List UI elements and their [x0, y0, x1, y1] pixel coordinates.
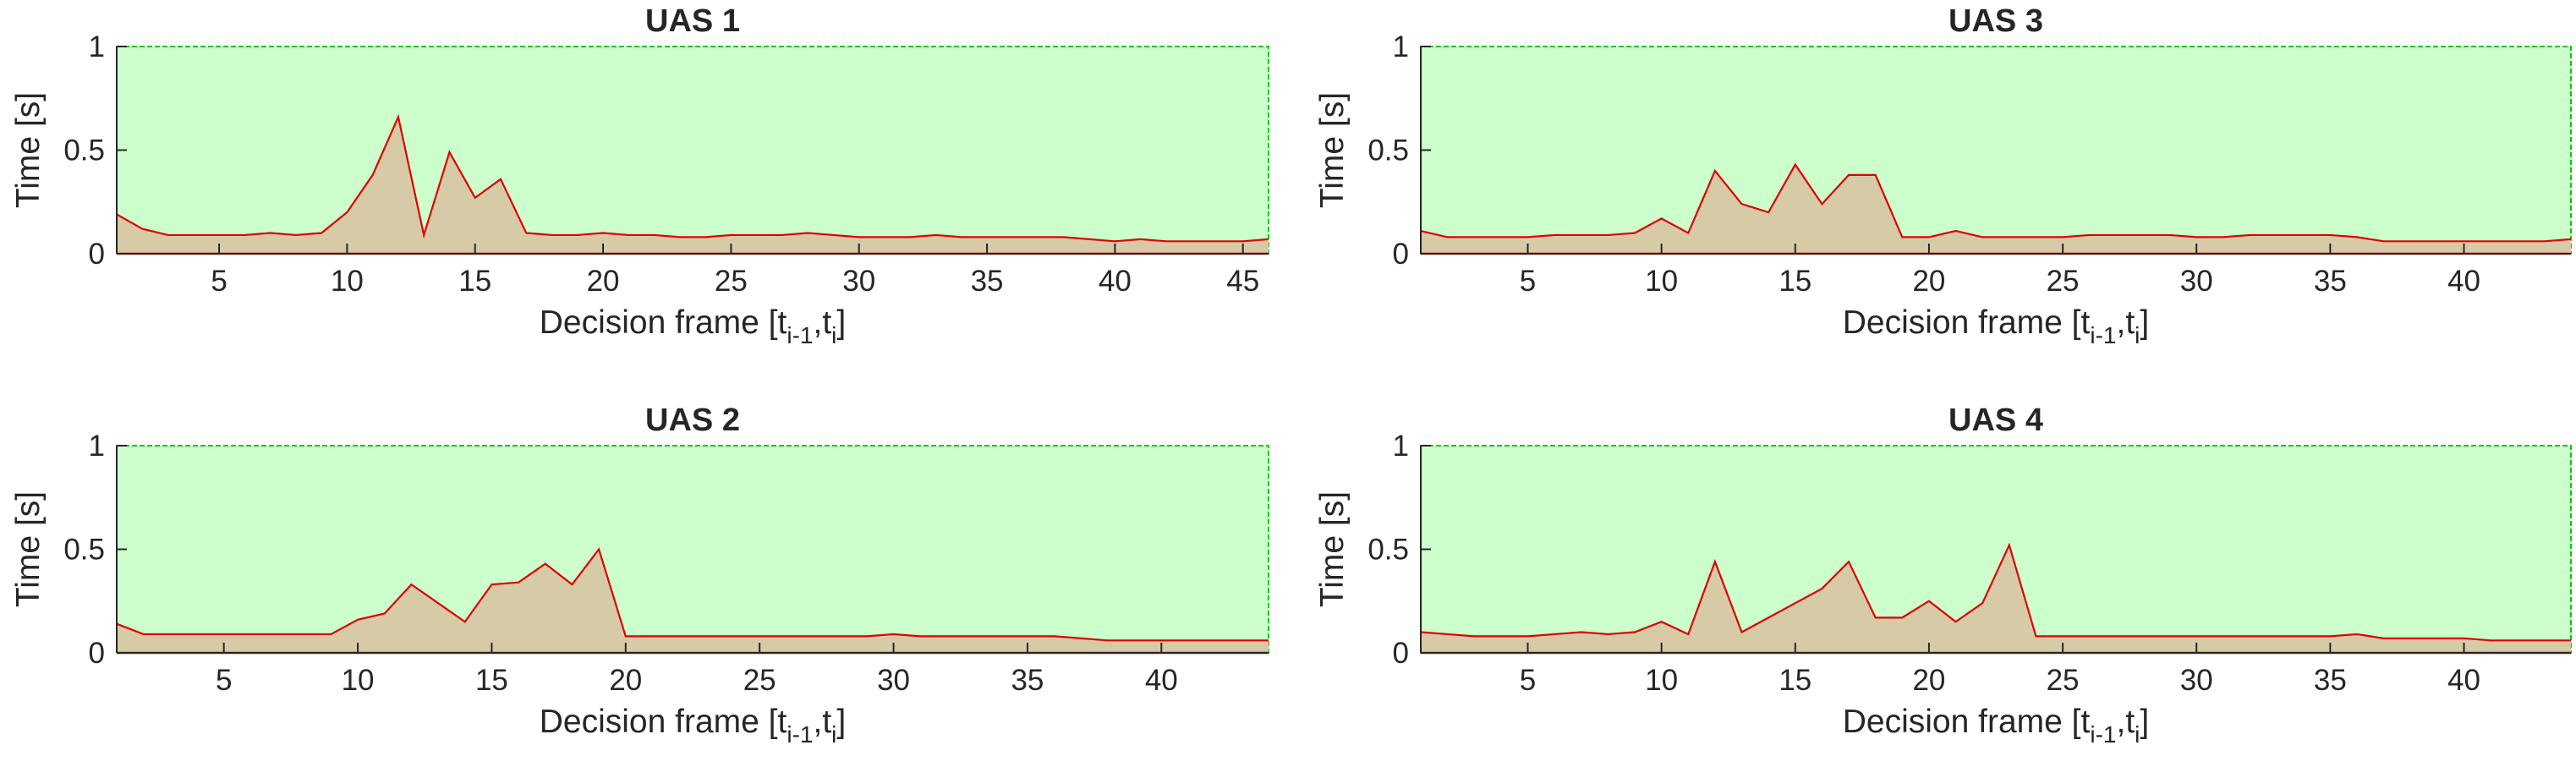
x-tick-label: 35: [1011, 664, 1044, 697]
x-axis-label-part: ,t: [813, 704, 831, 740]
x-tick-label: 40: [1099, 265, 1132, 298]
chart-panel-4: 5 10 15 20 25 30 35 40 0 0.5 1 UAS 4 Time [s] Decisio…: [1314, 403, 2572, 748]
x-axis-label-part: ,t: [813, 304, 831, 341]
x-axis-label-part: Decision frame [t: [1843, 304, 2091, 341]
y-axis-label: Time [s]: [1314, 92, 1351, 208]
x-tick-label: 25: [2047, 664, 2080, 697]
x-tick-label: 5: [216, 664, 232, 697]
y-tick-label: 0: [89, 637, 105, 670]
series-line: [1420, 542, 2571, 642]
x-tick-label: 10: [342, 664, 375, 697]
x-tick-label: 10: [1645, 664, 1678, 697]
chart-title: UAS 3: [1948, 3, 2043, 39]
x-axis-label-subscript: i: [2135, 322, 2140, 348]
y-tick-label: 0.5: [1367, 134, 1409, 167]
x-axis-label-part: Decision frame [t: [540, 304, 787, 341]
x-axis-label-part: ]: [2140, 704, 2149, 740]
chart-title: UAS 1: [645, 3, 740, 39]
series-line: [116, 113, 1269, 243]
x-tick-label: 20: [1912, 265, 1945, 298]
y-axis-label: Time [s]: [10, 491, 47, 607]
x-axis-label-part: ]: [836, 304, 846, 341]
x-tick-label: 15: [1779, 664, 1811, 697]
series-area: [117, 549, 1269, 653]
upper-band-area: [117, 47, 1269, 254]
x-tick-label: 20: [587, 265, 620, 298]
x-tick-label: 5: [1520, 664, 1536, 697]
x-tick-label: 40: [2447, 664, 2480, 697]
x-tick-label: 10: [1645, 265, 1678, 298]
y-tick-label: 0.5: [63, 534, 105, 567]
y-axis-label: Time [s]: [10, 92, 47, 208]
x-tick-label: 25: [2047, 265, 2080, 298]
x-tick-label: 30: [2180, 664, 2213, 697]
y-tick-label: 0.5: [63, 134, 105, 167]
x-tick-label: 5: [211, 265, 227, 298]
x-tick-label: 30: [842, 265, 875, 298]
x-axis-label-part: Decision frame [t: [540, 704, 787, 740]
x-tick-label: 30: [2180, 265, 2213, 298]
x-tick-label: 40: [1145, 664, 1178, 697]
x-axis-label: Decision frame [ti-1,ti]: [1843, 304, 2149, 348]
x-tick-label: 10: [331, 265, 364, 298]
x-tick-label: 30: [877, 664, 910, 697]
y-tick-label: 0: [89, 238, 105, 271]
x-axis-label-subscript: i-1: [2090, 322, 2116, 348]
x-tick-label: 40: [2447, 265, 2480, 298]
chart-panel-1: 5 10 15 20 25 30 35 40 45 0 0.5 1 UAS 1 Time [s] Decis…: [10, 3, 1269, 348]
x-axis-label-subscript: i-1: [2090, 721, 2116, 748]
x-tick-label: 35: [2314, 265, 2347, 298]
y-tick-label: 1: [89, 430, 105, 463]
x-axis-label-part: ,t: [2116, 304, 2135, 341]
x-axis-label: Decision frame [ti-1,ti]: [540, 704, 846, 748]
x-axis-label-part: ]: [836, 704, 846, 740]
chart-title: UAS 4: [1948, 403, 2043, 438]
series-line: [116, 547, 1269, 642]
x-tick-label: 20: [1912, 664, 1945, 697]
series-area: [117, 117, 1269, 254]
x-tick-label: 20: [609, 664, 642, 697]
x-tick-label: 15: [475, 664, 508, 697]
y-tick-label: 0: [1393, 238, 1409, 271]
x-tick-label: 35: [2314, 664, 2347, 697]
x-tick-label: 5: [1520, 265, 1536, 298]
x-tick-label: 45: [1226, 265, 1259, 298]
y-tick-label: 1: [89, 30, 105, 63]
chart-title: UAS 2: [645, 403, 740, 438]
chart-panel-3: 5 10 15 20 25 30 35 40 0 0.5 1 UAS 2 Time [s] Decisio…: [10, 403, 1269, 748]
x-axis-label: Decision frame [ti-1,ti]: [540, 304, 846, 348]
x-axis-label-subscript: i: [2135, 721, 2140, 748]
x-axis-label-subscript: i: [831, 721, 836, 748]
chart-panel-2: 5 10 15 20 25 30 35 40 0 0.5 1 UAS 3 Time [s] Decisio…: [1314, 3, 2572, 348]
x-axis-label-subscript: i-1: [787, 721, 813, 748]
x-tick-label: 25: [715, 265, 748, 298]
y-tick-label: 1: [1393, 30, 1409, 63]
series-area: [1421, 545, 2571, 653]
y-tick-label: 0: [1393, 637, 1409, 670]
series-line: [1420, 162, 2572, 243]
x-axis-label-part: Decision frame [t: [1843, 704, 2091, 740]
y-tick-label: 0.5: [1367, 534, 1409, 567]
y-axis-label: Time [s]: [1314, 491, 1351, 607]
x-tick-label: 35: [971, 265, 1004, 298]
y-tick-label: 1: [1393, 430, 1409, 463]
x-tick-label: 25: [743, 664, 776, 697]
x-tick-label: 15: [1779, 265, 1811, 298]
upper-band-area: [1421, 47, 2571, 254]
x-axis-label-part: ]: [2140, 304, 2149, 341]
x-tick-label: 15: [458, 265, 491, 298]
x-axis-label-part: ,t: [2116, 704, 2135, 740]
x-axis-label-subscript: i: [831, 322, 836, 348]
x-axis-label: Decision frame [ti-1,ti]: [1843, 704, 2149, 748]
upper-band-area: [117, 446, 1269, 653]
x-axis-label-subscript: i-1: [787, 322, 813, 348]
